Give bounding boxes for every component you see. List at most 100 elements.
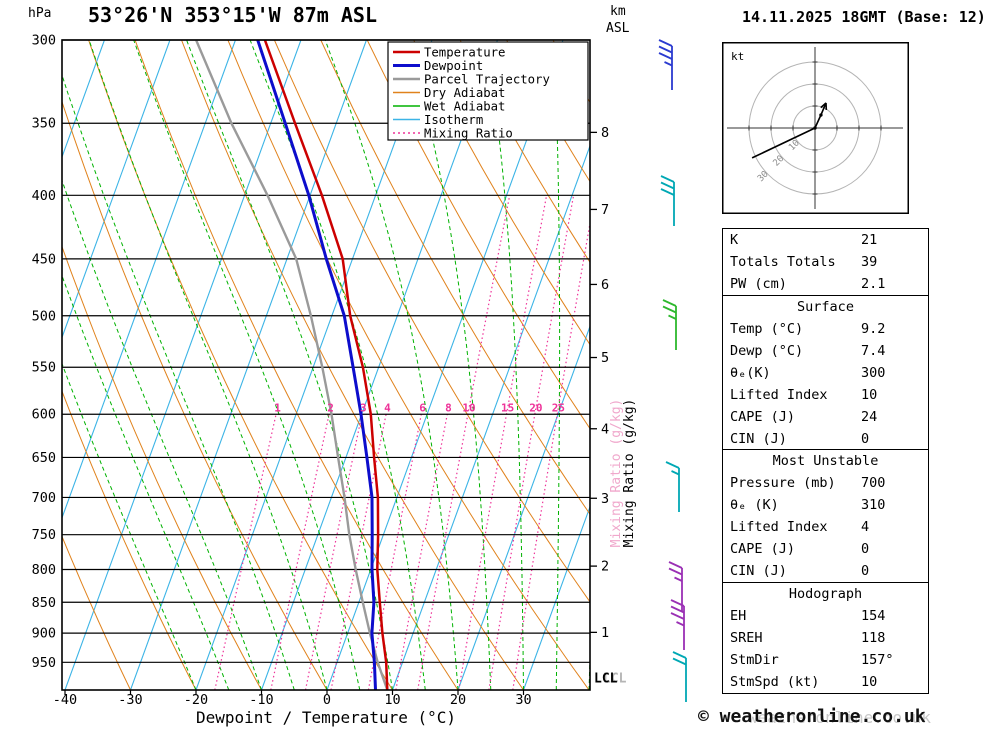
- svg-text:5: 5: [601, 350, 609, 366]
- stats-row-label: StmSpd (kt): [730, 673, 820, 690]
- stats-row-label: EH: [730, 607, 747, 624]
- svg-text:Mixing Ratio: Mixing Ratio: [424, 126, 513, 140]
- hodograph-kt-label: kt: [731, 50, 744, 63]
- stats-row-value: 118: [861, 629, 886, 646]
- stats-row-value: 10: [861, 386, 878, 403]
- svg-text:-10: -10: [249, 692, 273, 708]
- svg-text:Dry Adiabat: Dry Adiabat: [424, 86, 505, 100]
- svg-text:1: 1: [274, 402, 281, 415]
- svg-text:650: 650: [32, 450, 56, 466]
- wind-barb: [672, 651, 687, 702]
- wind-barb: [658, 39, 673, 90]
- stats-row-value: 0: [861, 541, 870, 557]
- stats-row-label: Pressure (mb): [730, 475, 836, 491]
- svg-text:Temperature: Temperature: [424, 45, 505, 59]
- svg-text:15: 15: [501, 402, 514, 415]
- svg-text:1: 1: [601, 625, 609, 641]
- stats-section: Hodograph EH 154 SREH 118 StmDir 157° StmSpd (k…: [722, 581, 929, 694]
- svg-text:8: 8: [445, 402, 452, 415]
- dewpoint-curve: [256, 40, 377, 690]
- svg-text:700: 700: [32, 490, 56, 506]
- svg-text:2: 2: [601, 559, 609, 575]
- svg-text:20: 20: [529, 402, 542, 415]
- stats-row-value: 0: [861, 430, 870, 447]
- svg-text:20: 20: [450, 692, 466, 708]
- svg-text:-40: -40: [53, 692, 77, 708]
- svg-text:300: 300: [32, 33, 56, 49]
- stats-row-label: CIN (J): [730, 563, 787, 579]
- asl-unit-label: ASL: [606, 21, 630, 36]
- svg-text:4: 4: [601, 421, 609, 437]
- watermark-text: weatheronline.co.uk: [748, 708, 932, 727]
- pressure-axis-labels: 300 350 400 450 500 550 600 650 700 750 800 850 900 9…: [32, 33, 56, 671]
- svg-text:30: 30: [515, 692, 531, 708]
- stats-row-label: θₑ (K): [730, 497, 779, 513]
- legend-item: Mixing Ratio: [393, 126, 513, 140]
- stats-row: PW (cm) 2.1: [723, 273, 928, 295]
- station-title: 53°26'N 353°15'W 87m ASL: [88, 3, 377, 27]
- mixing-ratio-axis-label-echo: Mixing Ratio (g/kg): [609, 399, 624, 548]
- legend-item: Parcel Trajectory: [393, 72, 550, 86]
- stats-row: Pressure (mb) 700: [723, 472, 928, 494]
- parcel-curve: [194, 40, 389, 690]
- svg-text:8: 8: [601, 125, 609, 141]
- legend-item: Isotherm: [393, 113, 483, 127]
- svg-text:Isotherm: Isotherm: [424, 113, 483, 127]
- stats-row-label: K: [730, 232, 739, 248]
- svg-text:10: 10: [384, 692, 400, 708]
- stats-row-value: 21: [861, 232, 878, 248]
- stats-panel: K 21 Totals Totals 39 PW (cm) 2.1 Surface Temp …: [722, 228, 929, 694]
- wind-barb: [670, 599, 685, 650]
- stats-section-title: Hodograph: [788, 585, 863, 602]
- stats-row-label: PW (cm): [730, 276, 787, 292]
- isotherms: [62, 40, 590, 690]
- svg-text:-30: -30: [118, 692, 142, 708]
- temp-axis-ticks: -40 -30 -20 -10 0 10 20 30: [53, 690, 532, 708]
- mixing-ratio-axis-label: Mixing Ratio (g/kg): [622, 399, 637, 548]
- stats-row-label: Totals Totals: [730, 254, 836, 270]
- plot-border: [61, 39, 591, 691]
- pressure-unit-label: hPa: [28, 6, 52, 21]
- svg-text:Dewpoint: Dewpoint: [424, 59, 483, 73]
- svg-text:600: 600: [32, 407, 56, 423]
- stats-row: θₑ (K) 310: [723, 494, 928, 516]
- svg-text:750: 750: [32, 527, 56, 543]
- temperature-curve: [263, 40, 389, 690]
- copyright-text: © weatheronline.co.uk: [698, 706, 926, 727]
- stats-row-value: 2.1: [861, 276, 886, 292]
- stats-row-value: 4: [861, 519, 870, 535]
- stats-section: K 21 Totals Totals 39 PW (cm) 2.1: [722, 228, 929, 296]
- svg-text:950: 950: [32, 655, 56, 671]
- stats-row: CIN (J) 0: [723, 428, 928, 450]
- stats-row: Lifted Index 4: [723, 516, 928, 538]
- stats-section-title: Surface: [797, 298, 854, 315]
- stats-row-value: 154: [861, 607, 886, 624]
- stats-row-value: 10: [861, 673, 878, 690]
- legend-item: Wet Adiabat: [393, 99, 505, 113]
- svg-text:25: 25: [552, 402, 565, 415]
- wind-barb: [662, 299, 677, 350]
- svg-text:0: 0: [323, 692, 331, 708]
- stats-row: Totals Totals 39: [723, 251, 928, 273]
- stats-row-value: 9.2: [861, 320, 886, 337]
- temp-axis-label: Dewpoint / Temperature (°C): [195, 708, 457, 727]
- stats-row-label: θₑ(K): [730, 364, 771, 381]
- hodograph-arrowhead: [820, 102, 827, 109]
- svg-text:800: 800: [32, 562, 56, 578]
- lcl-label: LCL: [594, 671, 618, 686]
- stats-row-label: CAPE (J): [730, 408, 796, 425]
- stats-row-label: SREH: [730, 629, 763, 646]
- svg-text:3: 3: [360, 402, 367, 415]
- stats-row: K 21: [723, 229, 928, 251]
- svg-text:-20: -20: [184, 692, 208, 708]
- svg-text:850: 850: [32, 595, 56, 611]
- stats-row-label: Lifted Index: [730, 519, 828, 535]
- svg-text:500: 500: [32, 308, 56, 324]
- stats-row: CAPE (J) 24: [723, 406, 928, 428]
- stats-row-label: Dewp (°C): [730, 342, 804, 359]
- svg-text:Parcel Trajectory: Parcel Trajectory: [424, 72, 550, 86]
- km-unit-label: km: [610, 4, 626, 19]
- stats-row: θₑ(K) 300: [723, 362, 928, 384]
- svg-text:10: 10: [462, 402, 475, 415]
